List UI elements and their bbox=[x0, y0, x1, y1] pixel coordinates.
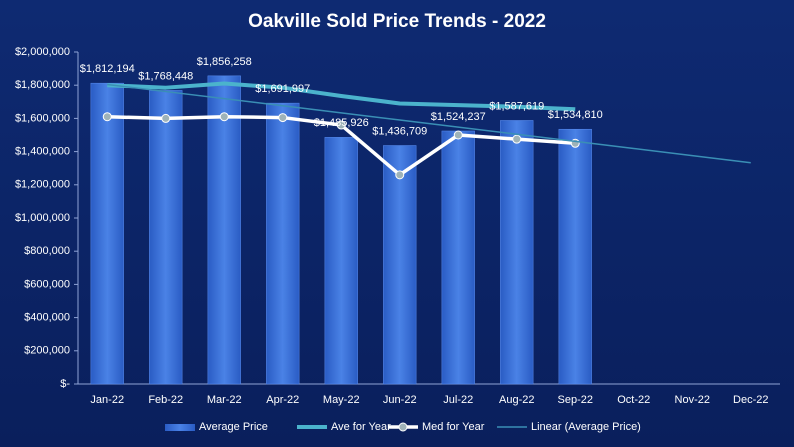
x-tick-label: Sep-22 bbox=[558, 394, 593, 406]
x-tick-label: Aug-22 bbox=[499, 394, 534, 406]
y-tick-label: $1,200,000 bbox=[15, 179, 70, 191]
marker bbox=[395, 170, 405, 180]
y-tick-label: $- bbox=[60, 378, 70, 390]
legend-label: Linear (Average Price) bbox=[531, 421, 641, 433]
y-tick-label: $2,000,000 bbox=[15, 46, 70, 58]
data-label: $1,587,619 bbox=[489, 100, 544, 112]
bar bbox=[324, 137, 358, 385]
legend-label: Average Price bbox=[199, 421, 268, 433]
data-label: $1,812,194 bbox=[80, 63, 135, 75]
data-label: $1,524,237 bbox=[431, 111, 486, 123]
data-label: $1,485,926 bbox=[314, 117, 369, 129]
bar bbox=[500, 120, 534, 385]
y-tick-label: $800,000 bbox=[24, 245, 70, 257]
data-label: $1,856,258 bbox=[197, 56, 252, 68]
x-tick-label: Mar-22 bbox=[207, 394, 242, 406]
legend-label: Ave for Year bbox=[331, 421, 391, 433]
marker bbox=[453, 130, 463, 140]
line bbox=[107, 81, 576, 112]
y-tick-label: $1,600,000 bbox=[15, 112, 70, 124]
marker bbox=[102, 112, 112, 122]
x-tick-label: Apr-22 bbox=[266, 394, 299, 406]
marker bbox=[278, 113, 288, 123]
data-label: $1,768,448 bbox=[138, 70, 193, 82]
bar bbox=[383, 145, 417, 385]
y-tick-label: $200,000 bbox=[24, 345, 70, 357]
bar bbox=[441, 130, 475, 385]
x-tick-label: Oct-22 bbox=[617, 394, 650, 406]
x-tick-label: Feb-22 bbox=[148, 394, 183, 406]
chart-title: Oakville Sold Price Trends - 2022 bbox=[248, 11, 546, 32]
line bbox=[107, 83, 751, 164]
data-label: $1,534,810 bbox=[548, 109, 603, 121]
x-tick-label: Jun-22 bbox=[383, 394, 417, 406]
marker bbox=[219, 112, 229, 122]
y-tick-label: $400,000 bbox=[24, 312, 70, 324]
bar bbox=[149, 90, 183, 385]
x-tick-label: Jan-22 bbox=[90, 394, 124, 406]
x-tick-label: Jul-22 bbox=[443, 394, 473, 406]
y-tick-label: $600,000 bbox=[24, 278, 70, 290]
legend-marker bbox=[398, 422, 408, 432]
marker bbox=[161, 113, 171, 123]
data-label: $1,436,709 bbox=[372, 125, 427, 137]
bar bbox=[558, 128, 592, 385]
bar bbox=[90, 82, 124, 385]
marker bbox=[336, 120, 346, 130]
marker bbox=[512, 134, 522, 144]
legend-swatch bbox=[165, 424, 195, 431]
y-tick-label: $1,800,000 bbox=[15, 79, 70, 91]
x-tick-label: May-22 bbox=[323, 394, 360, 406]
legend-label: Med for Year bbox=[422, 421, 485, 433]
y-tick-label: $1,400,000 bbox=[15, 146, 70, 158]
x-tick-label: Nov-22 bbox=[675, 394, 710, 406]
y-tick-label: $1,000,000 bbox=[15, 212, 70, 224]
x-tick-label: Dec-22 bbox=[733, 394, 768, 406]
bar bbox=[207, 75, 241, 385]
data-label: $1,691,997 bbox=[255, 83, 310, 95]
bar bbox=[266, 102, 300, 385]
